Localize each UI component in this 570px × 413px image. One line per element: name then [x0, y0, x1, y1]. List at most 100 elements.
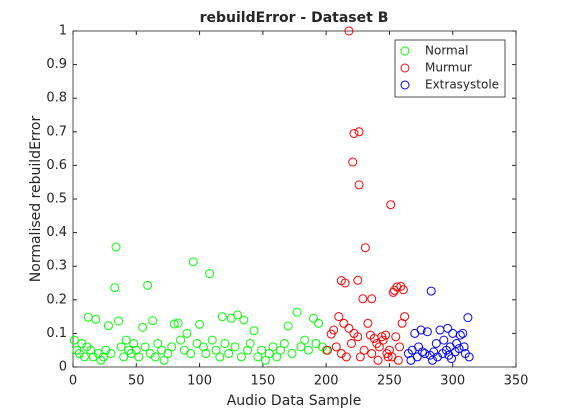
point — [374, 342, 384, 352]
point — [391, 332, 401, 342]
point — [458, 328, 468, 338]
point — [446, 354, 456, 364]
point — [186, 349, 196, 359]
point — [292, 307, 302, 317]
point — [308, 313, 318, 323]
legend-label: Murmur — [425, 61, 472, 75]
x-axis-label: Audio Data Sample — [227, 393, 362, 409]
point — [91, 314, 101, 324]
y-tick-label: 0.4 — [46, 225, 67, 240]
point — [205, 269, 215, 279]
point — [106, 349, 116, 359]
y-tick-label: 0.7 — [46, 124, 67, 139]
point — [358, 294, 368, 304]
point — [349, 128, 359, 138]
point — [88, 352, 98, 362]
point — [182, 328, 192, 338]
point — [367, 294, 377, 304]
point — [79, 352, 89, 362]
point — [346, 338, 356, 348]
point — [283, 321, 293, 331]
point — [249, 326, 259, 336]
point — [340, 278, 350, 288]
point — [126, 349, 136, 359]
point — [422, 327, 432, 337]
point — [331, 342, 341, 352]
point — [143, 280, 153, 290]
point — [296, 342, 306, 352]
x-tick-label: 200 — [314, 374, 339, 389]
point — [138, 322, 148, 332]
point — [314, 318, 324, 328]
point — [395, 342, 405, 352]
point — [412, 352, 422, 362]
point — [336, 349, 346, 359]
point — [114, 316, 124, 326]
point — [393, 355, 403, 365]
point — [253, 352, 263, 362]
chart-title: rebuildError - Dataset B — [200, 10, 389, 26]
x-tick-label: 350 — [504, 374, 529, 389]
point — [443, 323, 453, 333]
point — [195, 319, 205, 329]
point — [454, 344, 464, 354]
point — [233, 310, 243, 320]
point — [74, 349, 84, 359]
point — [344, 26, 354, 36]
point — [431, 338, 441, 348]
point — [329, 325, 339, 335]
point — [239, 315, 249, 325]
point — [163, 349, 173, 359]
y-tick-label: 0.2 — [46, 292, 67, 307]
point — [150, 352, 160, 362]
legend-marker — [400, 46, 410, 56]
y-axis-label: Normalised rebuildError — [28, 116, 44, 283]
point — [433, 352, 443, 362]
y-tick-label: 0.1 — [46, 326, 67, 341]
point — [201, 349, 211, 359]
point — [159, 355, 169, 365]
point — [300, 335, 310, 345]
point — [287, 349, 297, 359]
point — [378, 335, 388, 345]
point — [153, 338, 163, 348]
point — [145, 349, 155, 359]
point — [455, 330, 465, 340]
point — [224, 349, 234, 359]
point — [420, 349, 430, 359]
legend-marker — [400, 63, 410, 73]
legend-label: Extrasystole — [425, 78, 499, 92]
point — [360, 243, 370, 253]
point — [383, 352, 393, 362]
point — [264, 349, 274, 359]
point — [426, 286, 436, 296]
y-tick-label: 0.5 — [46, 192, 67, 207]
point — [459, 342, 469, 352]
point — [400, 312, 410, 322]
point — [355, 352, 365, 362]
point — [230, 342, 240, 352]
point — [167, 342, 177, 352]
point — [116, 342, 126, 352]
point — [215, 352, 225, 362]
x-tick-label: 250 — [377, 374, 402, 389]
point — [188, 257, 198, 267]
point — [176, 335, 186, 345]
point — [140, 342, 150, 352]
point — [439, 335, 449, 345]
point — [103, 321, 113, 331]
point — [217, 312, 227, 322]
point — [348, 157, 358, 167]
point — [303, 345, 313, 355]
point — [363, 318, 373, 328]
y-tick-label: 0 — [59, 360, 67, 375]
y-tick-label: 0.6 — [46, 158, 67, 173]
point — [354, 180, 364, 190]
point — [173, 318, 183, 328]
point — [452, 338, 462, 348]
point — [417, 347, 427, 357]
x-tick-label: 100 — [187, 374, 212, 389]
point — [245, 338, 255, 348]
point — [367, 349, 377, 359]
point — [101, 345, 111, 355]
